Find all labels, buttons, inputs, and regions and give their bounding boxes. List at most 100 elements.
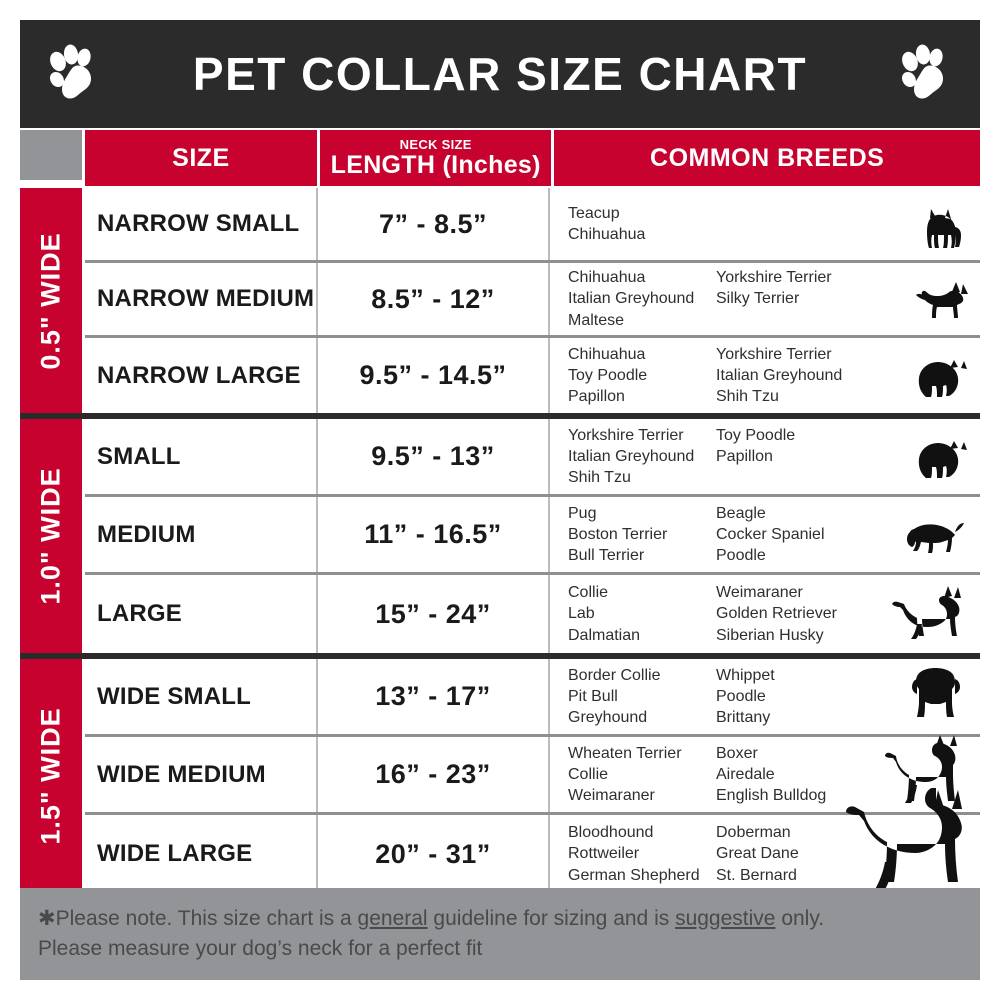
header-gap bbox=[81, 130, 85, 188]
chart-header: PET COLLAR SIZE CHART bbox=[20, 20, 980, 128]
breed-item: Papillon bbox=[568, 388, 625, 406]
header-gap bbox=[317, 130, 321, 188]
cell-breeds: Yorkshire Terrier Italian Greyhound Shih… bbox=[550, 419, 980, 494]
breed-column-2 bbox=[716, 203, 866, 245]
shepherd-silhouette-icon bbox=[886, 584, 970, 651]
cell-size: WIDE LARGE bbox=[85, 815, 318, 893]
pomeranian-silhouette-icon bbox=[914, 435, 970, 492]
breed-item: Bull Terrier bbox=[568, 547, 645, 565]
header-gap bbox=[551, 130, 555, 188]
column-header-size: SIZE bbox=[84, 130, 318, 186]
cell-length: 9.5” - 13” bbox=[318, 419, 550, 494]
cell-length: 16” - 23” bbox=[318, 737, 550, 812]
breed-column-1: Chihuahua Italian Greyhound Maltese bbox=[568, 267, 716, 330]
breed-item: Collie bbox=[568, 584, 609, 602]
table-row[interactable]: NARROW MEDIUM 8.5” - 12” Chihuahua Itali… bbox=[85, 263, 980, 338]
breed-item: Chihuahua bbox=[568, 345, 646, 363]
footer-text-post: only. bbox=[775, 906, 825, 930]
breed-column-1: Bloodhound Rottweiler German Shepherd bbox=[568, 822, 716, 885]
breed-column-1: Border Collie Pit Bull Greyhound bbox=[568, 665, 716, 728]
pet-collar-size-chart: PET COLLAR SIZE CHART SIZE NECK SIZE LEN… bbox=[20, 20, 980, 980]
breed-column-1: Wheaten Terrier Collie Weimaraner bbox=[568, 743, 716, 806]
table-row[interactable]: NARROW LARGE 9.5” - 14.5” Chihuahua Toy … bbox=[85, 338, 980, 413]
table-row[interactable]: WIDE MEDIUM 16” - 23” Wheaten Terrier Co… bbox=[85, 735, 980, 815]
breed-item: Boston Terrier bbox=[568, 525, 668, 543]
breed-item: Poodle bbox=[716, 687, 766, 705]
breed-column-2: Whippet Poodle Brittany bbox=[716, 665, 866, 728]
cell-breeds: Wheaten Terrier Collie Weimaraner Boxer … bbox=[550, 735, 980, 812]
table-row[interactable]: LARGE 15” - 24” Collie Lab Dalmatian bbox=[85, 575, 980, 653]
paw-print-icon bbox=[48, 44, 100, 105]
table-row[interactable]: MEDIUM 11” - 16.5” Pug Boston Terrier Bu… bbox=[85, 497, 980, 575]
bulldog-silhouette-icon bbox=[900, 665, 970, 732]
paw-print-icon bbox=[900, 44, 952, 105]
breed-item: Dalmatian bbox=[568, 626, 641, 644]
table-row[interactable]: SMALL 9.5” - 13” Yorkshire Terrier Itali… bbox=[85, 419, 980, 497]
breed-item: Pug bbox=[568, 504, 597, 522]
cell-breeds: Bloodhound Rottweiler German Shepherd Do… bbox=[550, 787, 980, 893]
breed-item: Chihuahua bbox=[568, 269, 646, 287]
breed-column-1: Pug Boston Terrier Bull Terrier bbox=[568, 503, 716, 566]
breed-item: Yorkshire Terrier bbox=[716, 269, 832, 287]
cell-breeds: Teacup Chihuahua bbox=[550, 188, 980, 260]
breed-item: Airedale bbox=[716, 765, 775, 783]
group-gap bbox=[82, 419, 85, 653]
footer-text-mid: guideline for sizing and is bbox=[427, 906, 676, 930]
footer-text-pre: ✱Please note. This size chart is a bbox=[38, 906, 358, 930]
cell-size: NARROW MEDIUM bbox=[85, 263, 318, 335]
breed-item: Whippet bbox=[716, 666, 775, 684]
section-divider bbox=[20, 653, 980, 659]
breed-item: Yorkshire Terrier bbox=[568, 426, 684, 444]
breed-column-2: Doberman Great Dane St. Bernard bbox=[716, 822, 866, 885]
breed-item: Italian Greyhound bbox=[568, 290, 695, 308]
breed-item: English Bulldog bbox=[716, 787, 827, 805]
breed-item: Brittany bbox=[716, 709, 771, 727]
column-header-length-sub: NECK SIZE bbox=[399, 137, 472, 153]
breed-item: Lab bbox=[568, 605, 595, 623]
table-row[interactable]: WIDE LARGE 20” - 31” Bloodhound Rottweil… bbox=[85, 787, 980, 893]
breed-item: Chihuahua bbox=[568, 226, 646, 243]
footer-note: ✱Please note. This size chart is a gener… bbox=[20, 888, 980, 980]
breed-item: Pit Bull bbox=[568, 687, 618, 705]
chihuahua-silhouette-icon bbox=[912, 278, 970, 333]
breed-column-1: Teacup Chihuahua bbox=[568, 203, 716, 245]
section-narrow: 0.5" WIDE NARROW SMALL 7” - 8.5” Teacup … bbox=[20, 188, 980, 413]
breed-item: Silky Terrier bbox=[716, 290, 800, 308]
cell-length: 8.5” - 12” bbox=[318, 263, 550, 335]
breed-item: Weimaraner bbox=[716, 584, 803, 602]
section-wide: 1.5" WIDE WIDE SMALL 13” - 17” Border Co… bbox=[20, 659, 980, 893]
breed-column-2: Boxer Airedale English Bulldog bbox=[716, 743, 866, 806]
breed-item: Italian Greyhound bbox=[716, 366, 843, 384]
breed-item: Yorkshire Terrier bbox=[716, 345, 832, 363]
breed-item: Toy Poodle bbox=[568, 366, 648, 384]
breed-item: Golden Retriever bbox=[716, 605, 837, 623]
cell-size: MEDIUM bbox=[85, 497, 318, 572]
cell-breeds: Collie Lab Dalmatian Weimaraner Golden R… bbox=[550, 575, 980, 653]
table-row[interactable]: NARROW SMALL 7” - 8.5” Teacup Chihuahua bbox=[85, 188, 980, 263]
cell-size: WIDE SMALL bbox=[85, 659, 318, 734]
breed-item: German Shepherd bbox=[568, 866, 700, 884]
breed-item: Weimaraner bbox=[568, 787, 655, 805]
boxer-silhouette-icon bbox=[884, 733, 970, 810]
cell-breeds: Chihuahua Toy Poodle Papillon Yorkshire … bbox=[550, 338, 980, 413]
group-gap bbox=[82, 188, 85, 413]
column-header-length-main: LENGTH (Inches) bbox=[330, 150, 541, 179]
table-row[interactable]: WIDE SMALL 13” - 17” Border Collie Pit B… bbox=[85, 659, 980, 737]
cell-length: 20” - 31” bbox=[318, 815, 550, 893]
breed-item: Wheaten Terrier bbox=[568, 744, 682, 762]
cell-length: 7” - 8.5” bbox=[318, 188, 550, 260]
breed-column-1: Chihuahua Toy Poodle Papillon bbox=[568, 344, 716, 407]
breed-item: Poodle bbox=[716, 547, 766, 565]
group-label-text: 1.5" WIDE bbox=[35, 707, 66, 845]
breed-item: Border Collie bbox=[568, 666, 661, 684]
yorkshire-terrier-silhouette-icon bbox=[918, 207, 970, 258]
breed-item: Bloodhound bbox=[568, 824, 654, 842]
column-header-corner bbox=[20, 130, 82, 180]
cell-size: NARROW SMALL bbox=[85, 188, 318, 260]
cell-size: NARROW LARGE bbox=[85, 338, 318, 413]
cell-length: 15” - 24” bbox=[318, 575, 550, 653]
breed-item: Doberman bbox=[716, 824, 791, 842]
breed-item: Beagle bbox=[716, 504, 766, 522]
cell-size: WIDE MEDIUM bbox=[85, 737, 318, 812]
breed-column-1: Collie Lab Dalmatian bbox=[568, 582, 716, 645]
